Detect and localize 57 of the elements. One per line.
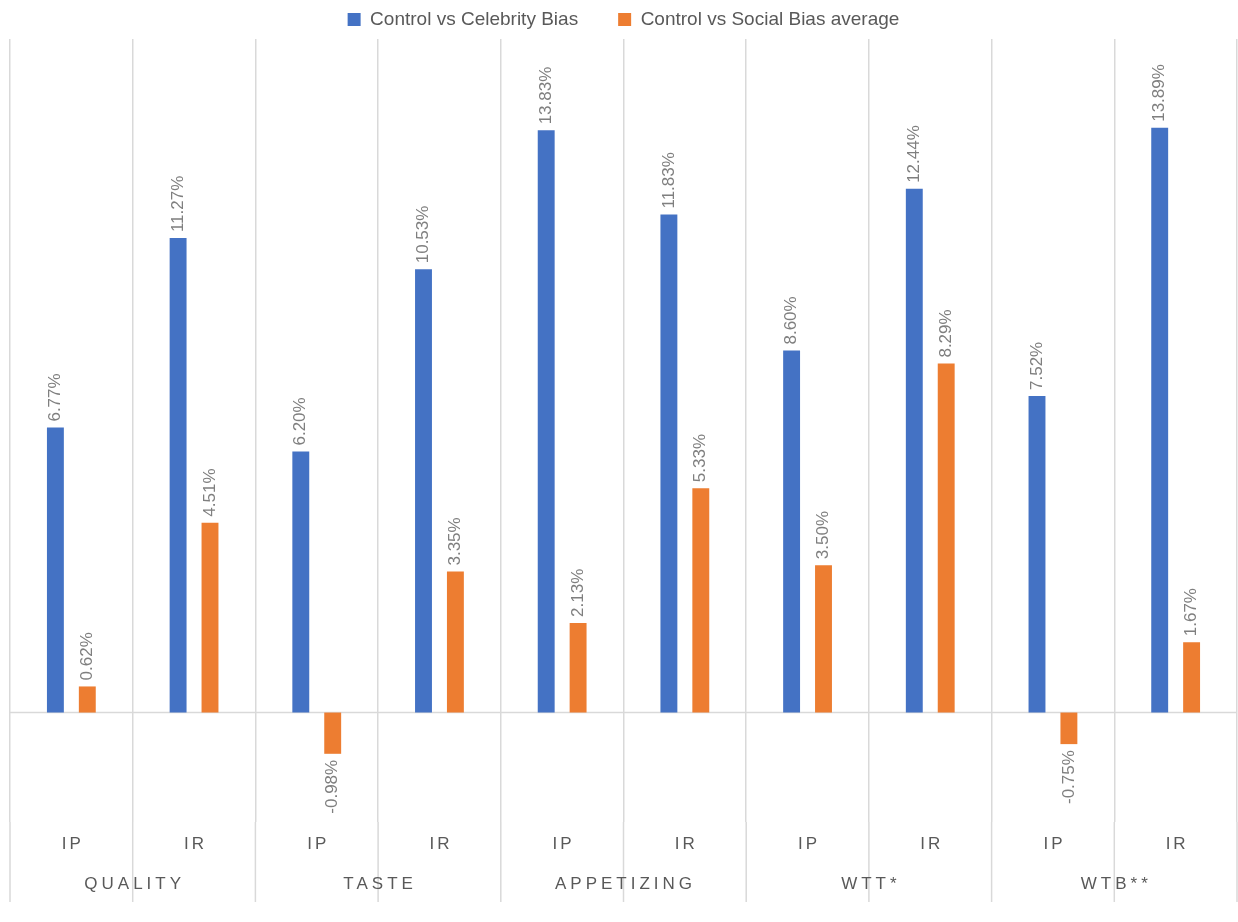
- bar: [169, 238, 187, 713]
- data-label: 5.33%: [690, 433, 710, 483]
- bar: [905, 188, 923, 713]
- data-label: 3.35%: [445, 517, 465, 566]
- bar: [46, 427, 64, 713]
- bar: [1151, 127, 1169, 713]
- bar: [783, 350, 801, 713]
- bar: [937, 363, 955, 713]
- data-label: -0.98%: [322, 759, 342, 814]
- data-label: 10.53%: [413, 205, 433, 264]
- bar: [446, 571, 464, 713]
- data-label: 6.77%: [45, 373, 65, 422]
- x-tick-label: IP: [61, 833, 84, 853]
- data-label: 7.52%: [1026, 341, 1046, 390]
- bar: [324, 712, 342, 754]
- bar: [415, 269, 432, 713]
- bar: [569, 622, 587, 713]
- bar: [1060, 712, 1078, 745]
- text: TASTE: [343, 873, 417, 893]
- x-tick-label: IR: [920, 833, 944, 853]
- data-label: 1.67%: [1181, 588, 1201, 637]
- bar: [292, 451, 310, 713]
- x-tick-label: IP: [798, 833, 821, 853]
- x-tick-label: IR: [429, 833, 453, 853]
- data-label: 2.13%: [567, 568, 587, 617]
- data-label: 11.83%: [658, 152, 678, 209]
- data-label: 8.29%: [935, 309, 955, 358]
- x-tick-label: IP: [307, 833, 330, 853]
- bar: [78, 686, 96, 713]
- bar: [692, 488, 710, 713]
- bar: [537, 130, 555, 713]
- text: WTB**: [1080, 873, 1152, 893]
- bar: [815, 565, 832, 713]
- data-label: 4.51%: [199, 468, 219, 517]
- text: QUALITY: [84, 873, 186, 893]
- text: WTT*: [841, 873, 901, 893]
- bar: [1183, 642, 1201, 713]
- text: APPETIZING: [554, 873, 697, 893]
- data-label: 8.60%: [781, 296, 801, 345]
- x-tick-label: IP: [552, 833, 575, 853]
- bar: [201, 522, 219, 713]
- legend-label: Control vs Celebrity Bias: [370, 7, 579, 29]
- x-tick-label: IR: [184, 833, 208, 853]
- bar: [660, 214, 678, 713]
- x-tick-label: IR: [674, 833, 698, 853]
- bar: [1028, 395, 1046, 713]
- x-tick-label: IR: [1165, 833, 1189, 853]
- data-label: 6.20%: [290, 397, 310, 446]
- x-tick-label: IP: [1043, 833, 1066, 853]
- data-label: 3.50%: [813, 511, 833, 560]
- data-label: 0.62%: [76, 632, 96, 681]
- data-label: -0.75%: [1058, 750, 1078, 804]
- data-label: 13.89%: [1149, 64, 1169, 122]
- data-label: 11.27%: [167, 175, 187, 233]
- data-label: 13.83%: [535, 66, 555, 125]
- legend-label: Control vs Social Bias average: [640, 7, 900, 29]
- data-label: 12.44%: [903, 125, 923, 183]
